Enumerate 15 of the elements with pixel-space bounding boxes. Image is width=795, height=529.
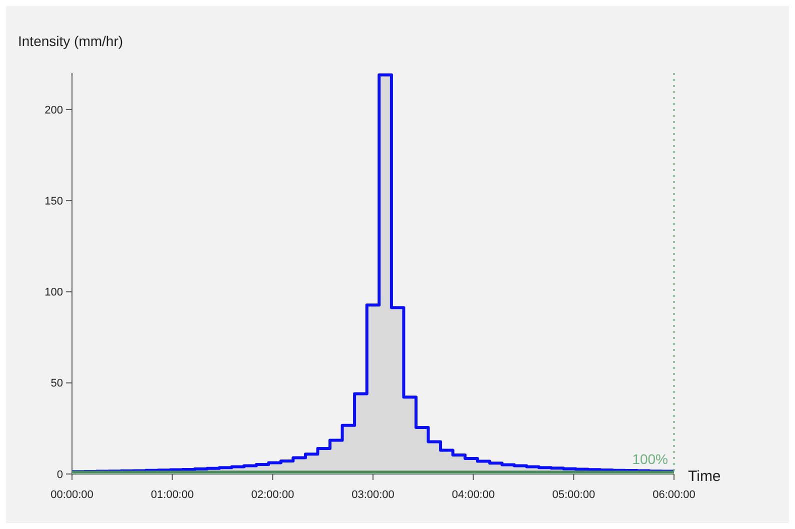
y-tick-label: 50 bbox=[50, 378, 63, 390]
y-tick-label: 200 bbox=[44, 104, 63, 116]
annotation: 100% bbox=[632, 451, 668, 467]
y-axis-title: Intensity (mm/hr) bbox=[18, 33, 124, 49]
y-tick-label: 0 bbox=[56, 468, 63, 481]
x-tick-label: 01:00:00 bbox=[150, 489, 194, 501]
y-tick-label: 150 bbox=[44, 195, 63, 208]
x-tick-label: 04:00:00 bbox=[452, 489, 495, 501]
x-tick-label: 06:00:00 bbox=[652, 489, 696, 501]
x-tick-label: 02:00:00 bbox=[251, 489, 294, 501]
y-tick-label: 100 bbox=[44, 286, 63, 299]
x-axis-title: Time bbox=[688, 468, 721, 485]
x-tick-label: 05:00:00 bbox=[552, 489, 596, 501]
x-tick-label: 03:00:00 bbox=[352, 489, 394, 501]
x-tick-label: 00:00:00 bbox=[50, 489, 94, 501]
